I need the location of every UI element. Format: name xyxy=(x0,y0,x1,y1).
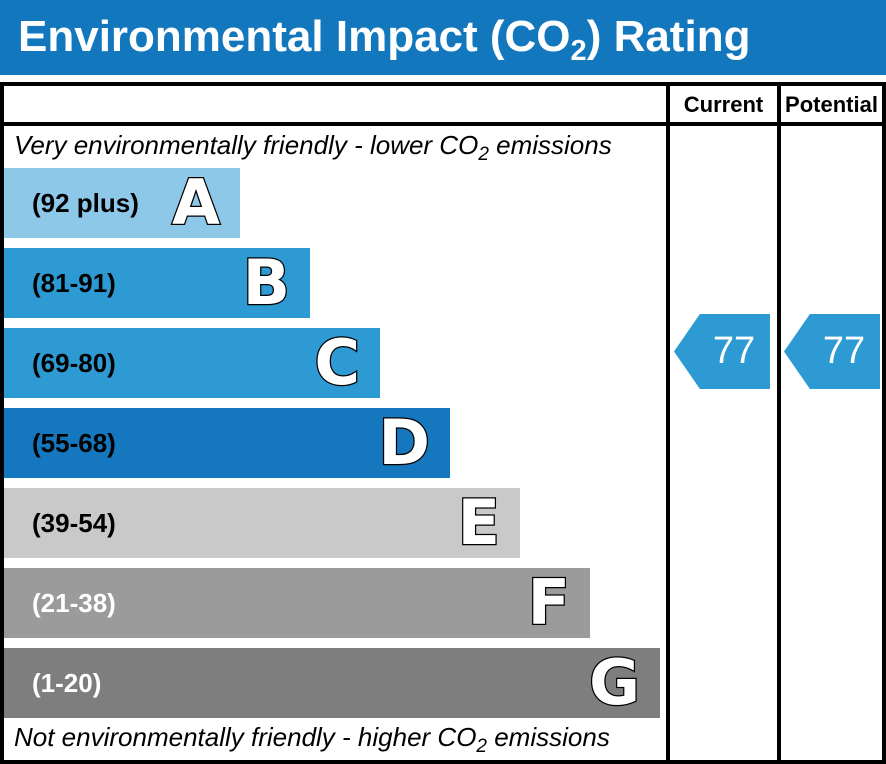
column-header-potential: Potential xyxy=(785,92,878,117)
header-row-divider xyxy=(0,122,886,126)
band-letter: A xyxy=(171,166,221,239)
band-row-b: (81-91) B xyxy=(4,246,310,319)
bottom-note: Not environmentally friendly - higher CO… xyxy=(14,722,610,758)
top-note-text-end: emissions xyxy=(488,130,612,160)
potential-rating-value: 77 xyxy=(822,330,866,372)
column-divider-current xyxy=(666,82,670,764)
band-range-label: (69-80) xyxy=(32,347,116,378)
band-letter: B xyxy=(241,246,291,319)
page-title: Environmental Impact (CO2) Rating xyxy=(0,0,886,88)
band-row-e: (39-54) E xyxy=(4,486,520,559)
band-range-label: (55-68) xyxy=(32,427,116,458)
band-row-c: (69-80) C xyxy=(4,326,380,399)
band-row-d: (55-68) D xyxy=(4,406,450,479)
current-rating-value: 77 xyxy=(712,330,756,372)
top-note: Very environmentally friendly - lower CO… xyxy=(14,130,612,166)
band-row-g: (1-20) G xyxy=(4,646,660,719)
bottom-note-text-end: emissions xyxy=(487,722,610,752)
band-letter: D xyxy=(377,406,431,479)
column-header-current: Current xyxy=(683,92,764,117)
page-title-subscript: 2 xyxy=(570,35,587,67)
bottom-note-text: Not environmentally friendly - higher CO xyxy=(14,722,477,752)
bottom-note-subscript: 2 xyxy=(476,736,487,757)
band-range-label: (81-91) xyxy=(32,267,116,298)
top-note-text: Very environmentally friendly - lower CO xyxy=(14,130,479,160)
top-note-subscript: 2 xyxy=(478,144,489,165)
band-row-f: (21-38) F xyxy=(4,566,590,639)
band-range-label: (92 plus) xyxy=(32,187,139,218)
band-range-label: (1-20) xyxy=(32,667,102,698)
page-title-text-end: ) Rating xyxy=(586,12,751,61)
band-letter: C xyxy=(313,326,361,399)
band-range-label: (21-38) xyxy=(32,587,116,618)
column-divider-potential xyxy=(777,82,781,764)
page-title-text: Environmental Impact (CO xyxy=(18,12,571,61)
band-letter: F xyxy=(526,566,571,639)
title-bar: Environmental Impact (CO2) Rating xyxy=(0,0,886,75)
band-row-a: (92 plus) A xyxy=(4,166,240,239)
band-letter: E xyxy=(456,486,501,559)
band-letter: G xyxy=(588,646,641,719)
band-range-label: (39-54) xyxy=(32,507,116,538)
